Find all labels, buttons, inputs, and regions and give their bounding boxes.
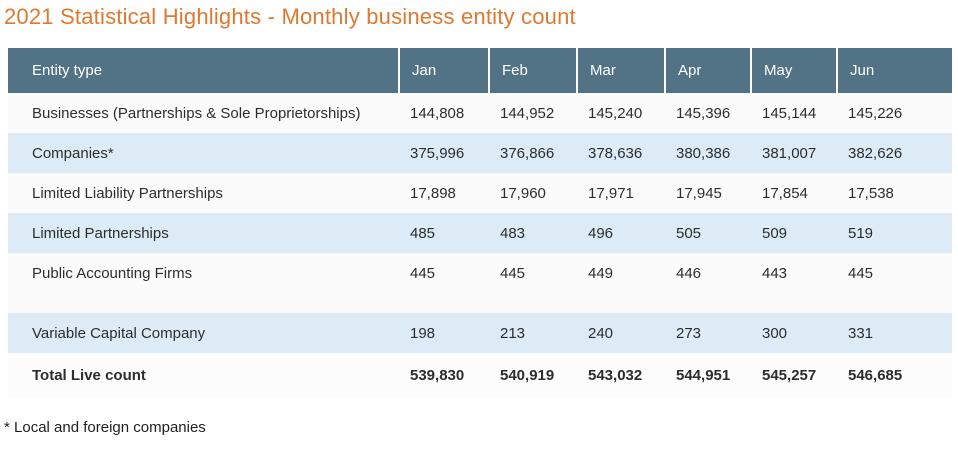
- row-label: Variable Capital Company: [32, 324, 206, 342]
- column-header-jan: Jan: [398, 48, 488, 93]
- row-value: 144,952: [500, 104, 555, 122]
- table-row: Limited Partnerships 485 483 496 505 509 519: [8, 213, 952, 253]
- row-value: 539,830: [410, 366, 465, 384]
- spacer-row: [8, 293, 952, 313]
- column-header-entity-type: Entity type: [32, 62, 103, 79]
- row-value: 145,240: [588, 104, 643, 122]
- row-value: 17,960: [500, 184, 546, 202]
- row-value: 446: [676, 264, 702, 282]
- row-value: 300: [762, 324, 788, 342]
- table-row: Public Accounting Firms 445 445 449 446 443 44…: [8, 253, 952, 293]
- row-value: 443: [762, 264, 788, 282]
- row-value: 505: [676, 224, 702, 242]
- entity-count-table: Entity type Jan Feb Mar Apr May Jun Businesses…: [8, 48, 952, 397]
- row-value: 544,951: [676, 366, 731, 384]
- row-value: 376,866: [500, 144, 555, 162]
- row-value: 198: [410, 324, 436, 342]
- row-value: 17,854: [762, 184, 808, 202]
- table-row: Variable Capital Company 198 213 240 273 300 3…: [8, 313, 952, 353]
- row-value: 543,032: [588, 366, 643, 384]
- row-value: 382,626: [848, 144, 903, 162]
- row-value: 273: [676, 324, 702, 342]
- table-row: Companies* 375,996 376,866 378,636 380,386 38…: [8, 133, 952, 173]
- row-value: 240: [588, 324, 614, 342]
- row-value: 381,007: [762, 144, 817, 162]
- column-header-mar: Mar: [576, 48, 664, 93]
- row-value: 145,396: [676, 104, 731, 122]
- row-value: 144,808: [410, 104, 465, 122]
- row-value: 17,971: [588, 184, 634, 202]
- row-value: 449: [588, 264, 614, 282]
- row-value: 540,919: [500, 366, 555, 384]
- row-value: 483: [500, 224, 526, 242]
- row-label: Companies*: [32, 144, 114, 162]
- row-value: 545,257: [762, 366, 817, 384]
- table-row: Limited Liability Partnerships 17,898 17,9…: [8, 173, 952, 213]
- row-value: 496: [588, 224, 614, 242]
- table-header-row: Entity type Jan Feb Mar Apr May Jun: [8, 48, 952, 93]
- row-value: 519: [848, 224, 874, 242]
- row-value: 509: [762, 224, 788, 242]
- row-value: 375,996: [410, 144, 465, 162]
- row-value: 17,898: [410, 184, 456, 202]
- row-value: 380,386: [676, 144, 731, 162]
- column-header-jun: Jun: [836, 48, 952, 93]
- column-header-may: May: [750, 48, 836, 93]
- row-label: Limited Liability Partnerships: [32, 184, 223, 202]
- row-value: 378,636: [588, 144, 643, 162]
- row-value: 145,144: [762, 104, 817, 122]
- table-row: Total Live count 539,830 540,919 543,032 544…: [8, 353, 952, 397]
- row-label: Total Live count: [32, 366, 146, 384]
- row-value: 331: [848, 324, 874, 342]
- table-body: Businesses (Partnerships & Sole Propriet…: [8, 93, 952, 397]
- row-value: 213: [500, 324, 526, 342]
- row-value: 17,538: [848, 184, 894, 202]
- footnote: * Local and foreign companies: [4, 419, 206, 436]
- column-header-feb: Feb: [488, 48, 576, 93]
- row-value: 445: [848, 264, 874, 282]
- row-label: Limited Partnerships: [32, 224, 169, 242]
- table-row: Businesses (Partnerships & Sole Propriet…: [8, 93, 952, 133]
- row-value: 445: [500, 264, 526, 282]
- row-value: 445: [410, 264, 436, 282]
- row-value: 17,945: [676, 184, 722, 202]
- row-label: Public Accounting Firms: [32, 264, 193, 282]
- row-value: 485: [410, 224, 436, 242]
- page-title: 2021 Statistical Highlights - Monthly bu…: [4, 4, 576, 29]
- row-label: Businesses (Partnerships & Sole Propriet…: [32, 104, 361, 122]
- row-value: 546,685: [848, 366, 903, 384]
- row-value: 145,226: [848, 104, 903, 122]
- column-header-apr: Apr: [664, 48, 750, 93]
